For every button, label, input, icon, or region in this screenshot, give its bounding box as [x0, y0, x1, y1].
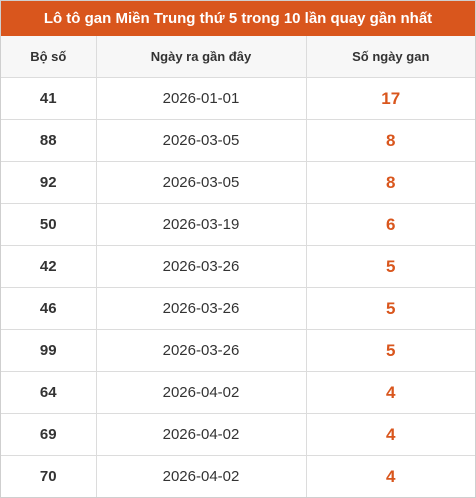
number: 88 [1, 119, 97, 162]
table-row: 46 2026-03-26 5 [1, 287, 475, 330]
days-count: 5 [306, 245, 475, 288]
last-date: 2026-03-19 [96, 203, 307, 246]
table-row: 88 2026-03-05 8 [1, 119, 475, 162]
table-body: 41 2026-01-01 17 88 2026-03-05 8 92 2026-03-05 8… [1, 77, 475, 497]
table-row: 70 2026-04-02 4 [1, 455, 475, 497]
number: 42 [1, 245, 97, 288]
number: 46 [1, 287, 97, 330]
days-count: 5 [306, 329, 475, 372]
lotto-table: Bộ số Ngày ra gần đây Số ngày gan 41 2026-0… [1, 36, 475, 497]
last-date: 2026-03-26 [96, 329, 307, 372]
column-header: Bộ số [1, 36, 97, 78]
last-date: 2026-04-02 [96, 413, 307, 456]
days-count: 8 [306, 119, 475, 162]
days-count: 5 [306, 287, 475, 330]
last-date: 2026-01-01 [96, 77, 307, 120]
number: 69 [1, 413, 97, 456]
days-count: 6 [306, 203, 475, 246]
number: 70 [1, 455, 97, 497]
days-count: 4 [306, 371, 475, 414]
table-row: 64 2026-04-02 4 [1, 371, 475, 414]
table-row: 41 2026-01-01 17 [1, 77, 475, 120]
last-date: 2026-03-05 [96, 119, 307, 162]
table-row: 92 2026-03-05 8 [1, 161, 475, 204]
last-date: 2026-04-02 [96, 455, 307, 497]
last-date: 2026-03-05 [96, 161, 307, 204]
days-count: 8 [306, 161, 475, 204]
number: 92 [1, 161, 97, 204]
column-header: Ngày ra gần đây [96, 36, 307, 78]
table-row: 50 2026-03-19 6 [1, 203, 475, 246]
days-count: 4 [306, 455, 475, 497]
table-row: 42 2026-03-26 5 [1, 245, 475, 288]
last-date: 2026-03-26 [96, 245, 307, 288]
last-date: 2026-04-02 [96, 371, 307, 414]
days-count: 4 [306, 413, 475, 456]
number: 41 [1, 77, 97, 120]
table-row: 99 2026-03-26 5 [1, 329, 475, 372]
last-date: 2026-03-26 [96, 287, 307, 330]
number: 50 [1, 203, 97, 246]
panel-title: Lô tô gan Miền Trung thứ 5 trong 10 lần … [1, 1, 475, 36]
number: 64 [1, 371, 97, 414]
table-row: 69 2026-04-02 4 [1, 413, 475, 456]
column-header: Số ngày gan [306, 36, 475, 78]
days-count: 17 [306, 77, 475, 120]
header-row: Bộ số Ngày ra gần đây Số ngày gan [1, 36, 475, 78]
number: 99 [1, 329, 97, 372]
